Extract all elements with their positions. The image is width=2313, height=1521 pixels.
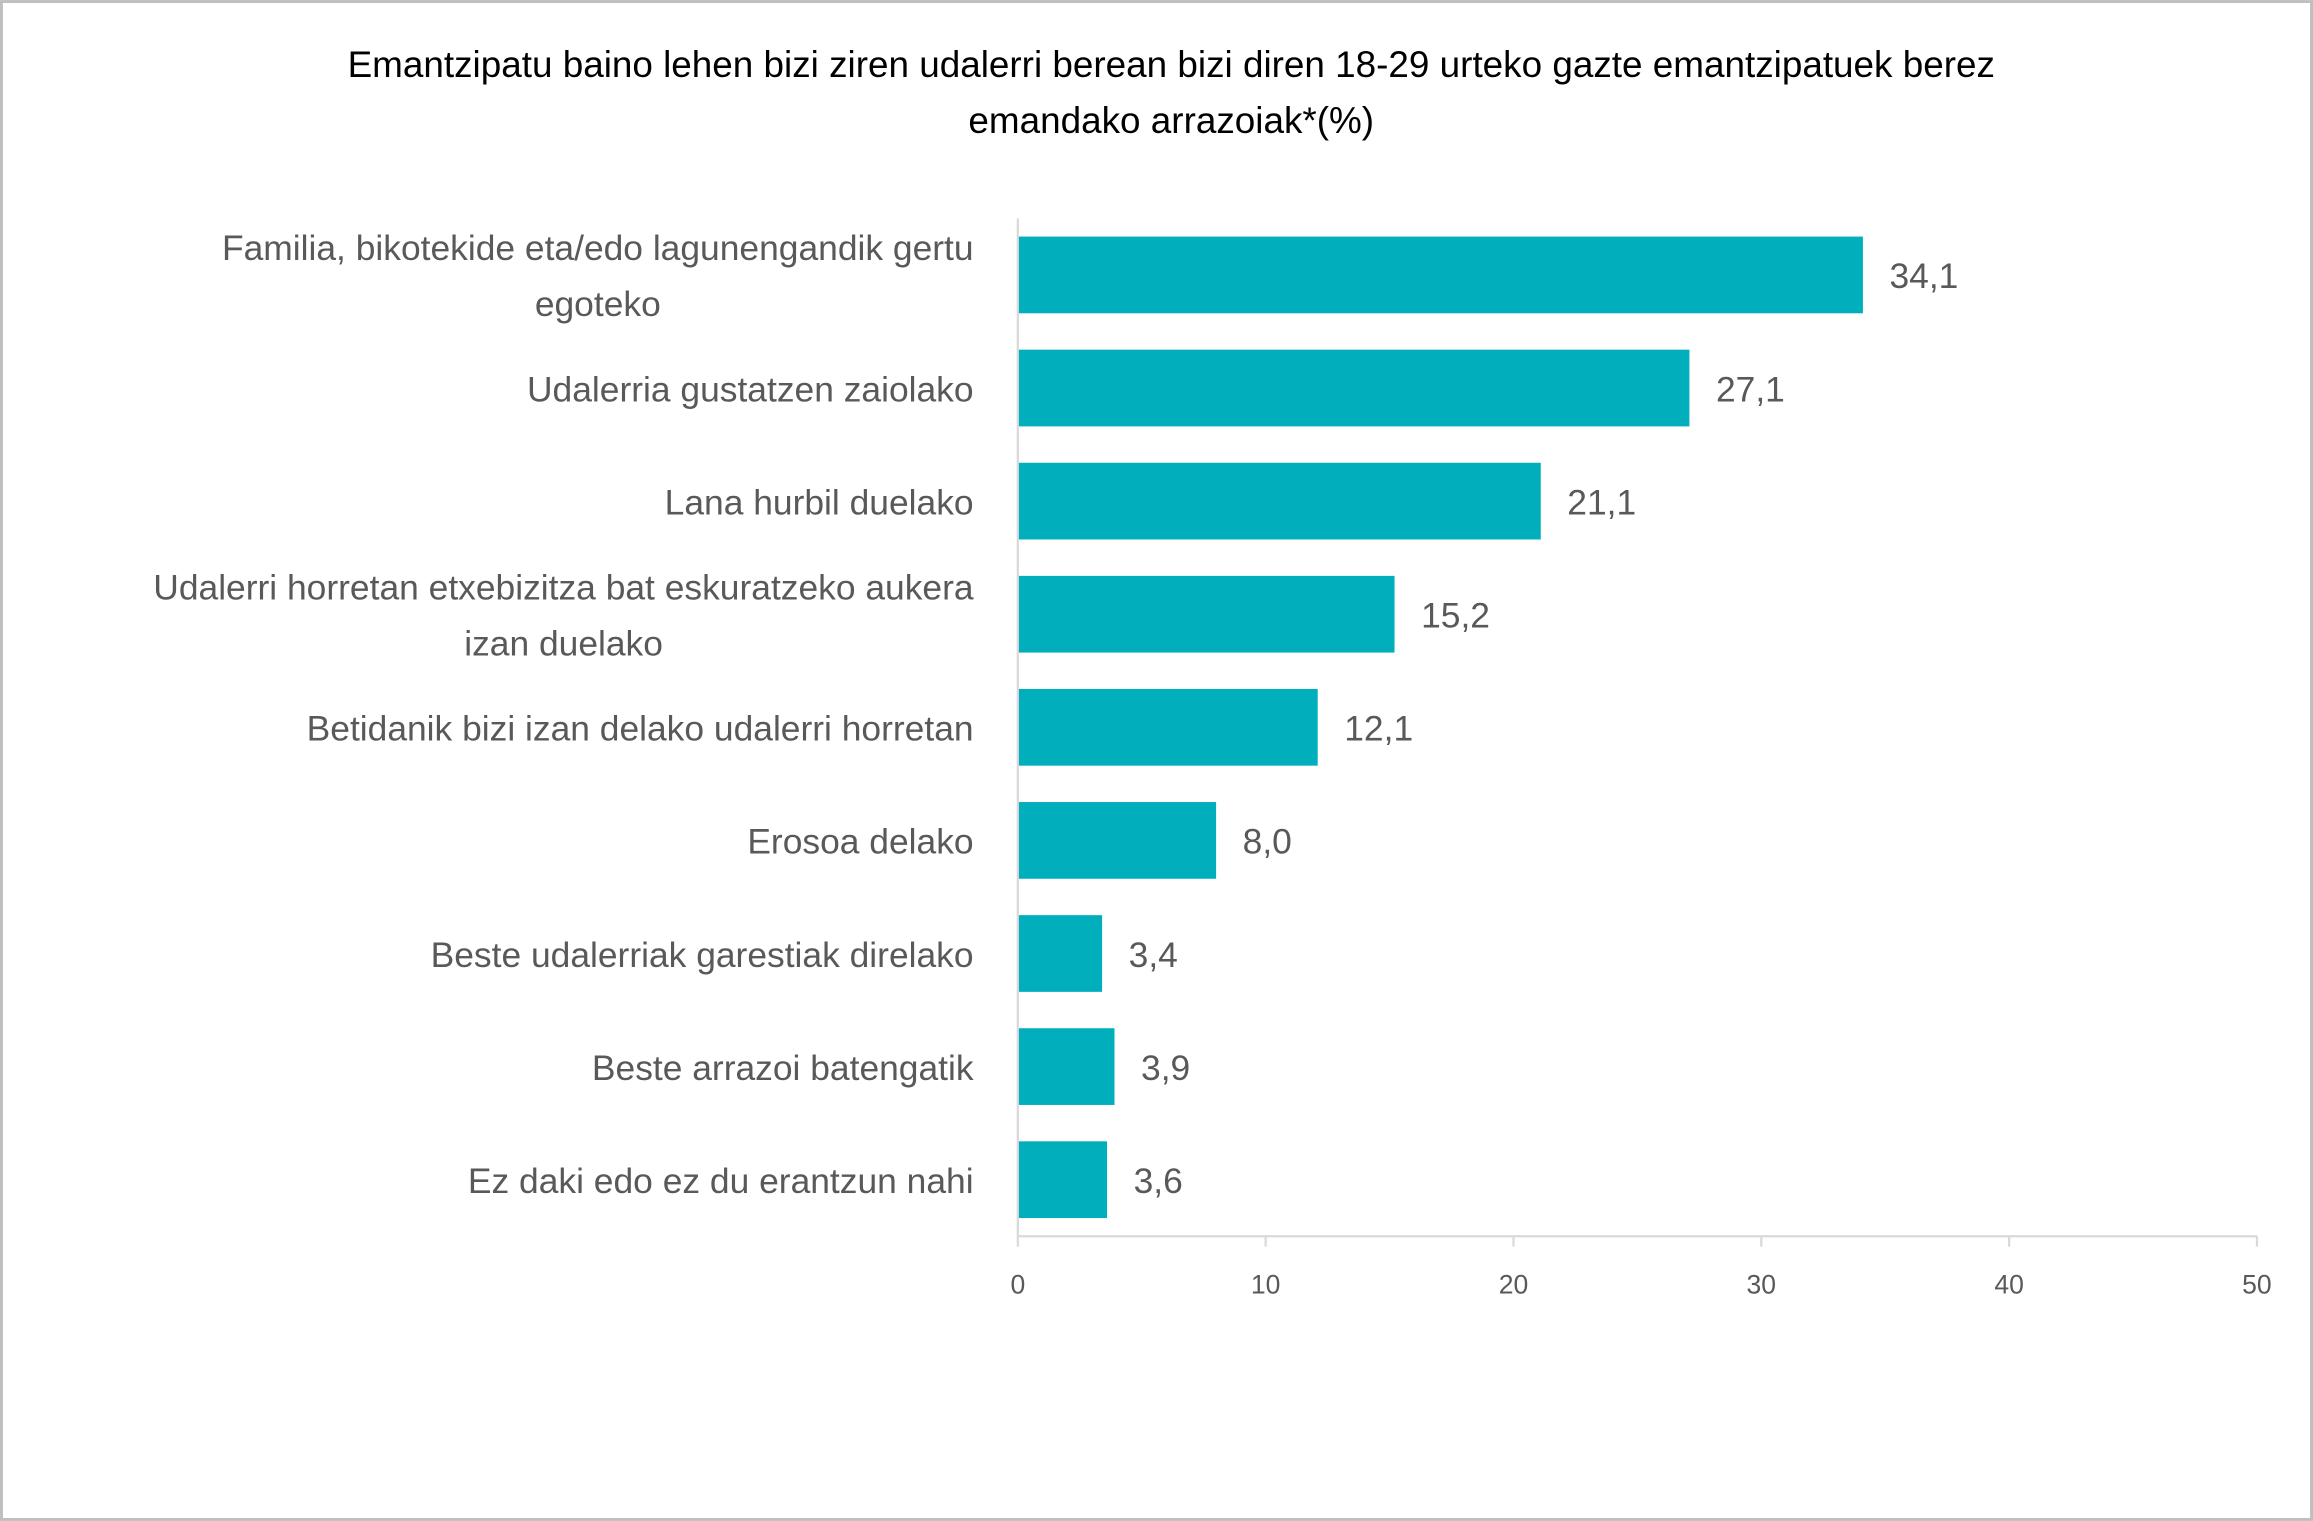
x-tick-label: 10 bbox=[1251, 1270, 1281, 1300]
data-label: 3,6 bbox=[1134, 1161, 1183, 1201]
category-label-line: Familia, bikotekide eta/edo lagunengandi… bbox=[222, 228, 974, 268]
chart-title: Emantzipatu baino lehen bizi ziren udale… bbox=[348, 44, 1995, 141]
data-label: 12,1 bbox=[1344, 709, 1413, 749]
data-label: 27,1 bbox=[1716, 369, 1785, 409]
bar bbox=[1017, 802, 1217, 879]
bar bbox=[1017, 1141, 1108, 1219]
bar bbox=[1017, 915, 1103, 992]
data-label: 21,1 bbox=[1567, 482, 1636, 522]
title-line: emandako arrazoiak*(%) bbox=[968, 100, 1374, 141]
category-label-line: Udalerri horretan etxebizitza bat eskura… bbox=[153, 567, 974, 607]
data-label: 3,4 bbox=[1129, 935, 1178, 975]
x-tick-label: 30 bbox=[1747, 1270, 1777, 1300]
category-label-line: Beste arrazoi batengatik bbox=[592, 1048, 974, 1088]
x-tick-label: 0 bbox=[1010, 1270, 1025, 1300]
category-label-line: Beste udalerriak garestiak direlako bbox=[431, 935, 974, 975]
category-label: Ez daki edo ez du erantzun nahi bbox=[468, 1161, 974, 1201]
category-label-line: Udalerria gustatzen zaiolako bbox=[527, 369, 974, 409]
bar bbox=[1017, 575, 1395, 653]
title-line: Emantzipatu baino lehen bizi ziren udale… bbox=[348, 44, 1995, 85]
bar bbox=[1017, 236, 1863, 314]
category-label-line: izan duelako bbox=[464, 624, 663, 664]
category-label: Betidanik bizi izan delako udalerri horr… bbox=[307, 709, 974, 749]
bar bbox=[1017, 462, 1541, 540]
bar bbox=[1017, 688, 1318, 766]
x-tick-label: 20 bbox=[1499, 1270, 1529, 1300]
x-tick-label: 40 bbox=[1994, 1270, 2024, 1300]
category-label-line: Ez daki edo ez du erantzun nahi bbox=[468, 1161, 974, 1201]
category-label: Lana hurbil duelako bbox=[665, 482, 974, 522]
category-label-line: Betidanik bizi izan delako udalerri horr… bbox=[307, 709, 974, 749]
bar bbox=[1017, 1028, 1115, 1105]
category-label: Erosoa delako bbox=[747, 822, 973, 862]
x-tick-label: 50 bbox=[2242, 1270, 2272, 1300]
category-label: Udalerri horretan etxebizitza bat eskura… bbox=[153, 567, 974, 663]
category-label-line: Erosoa delako bbox=[747, 822, 973, 862]
bar bbox=[1017, 349, 1690, 427]
data-label: 34,1 bbox=[1889, 256, 1958, 296]
category-label-line: egoteko bbox=[535, 284, 661, 324]
data-label: 8,0 bbox=[1243, 822, 1292, 862]
category-label: Beste arrazoi batengatik bbox=[592, 1048, 974, 1088]
data-label: 3,9 bbox=[1141, 1048, 1190, 1088]
category-label: Familia, bikotekide eta/edo lagunengandi… bbox=[222, 228, 974, 324]
data-label: 15,2 bbox=[1421, 595, 1490, 635]
category-label: Beste udalerriak garestiak direlako bbox=[431, 935, 974, 975]
category-label: Udalerria gustatzen zaiolako bbox=[527, 369, 974, 409]
category-label-line: Lana hurbil duelako bbox=[665, 482, 974, 522]
